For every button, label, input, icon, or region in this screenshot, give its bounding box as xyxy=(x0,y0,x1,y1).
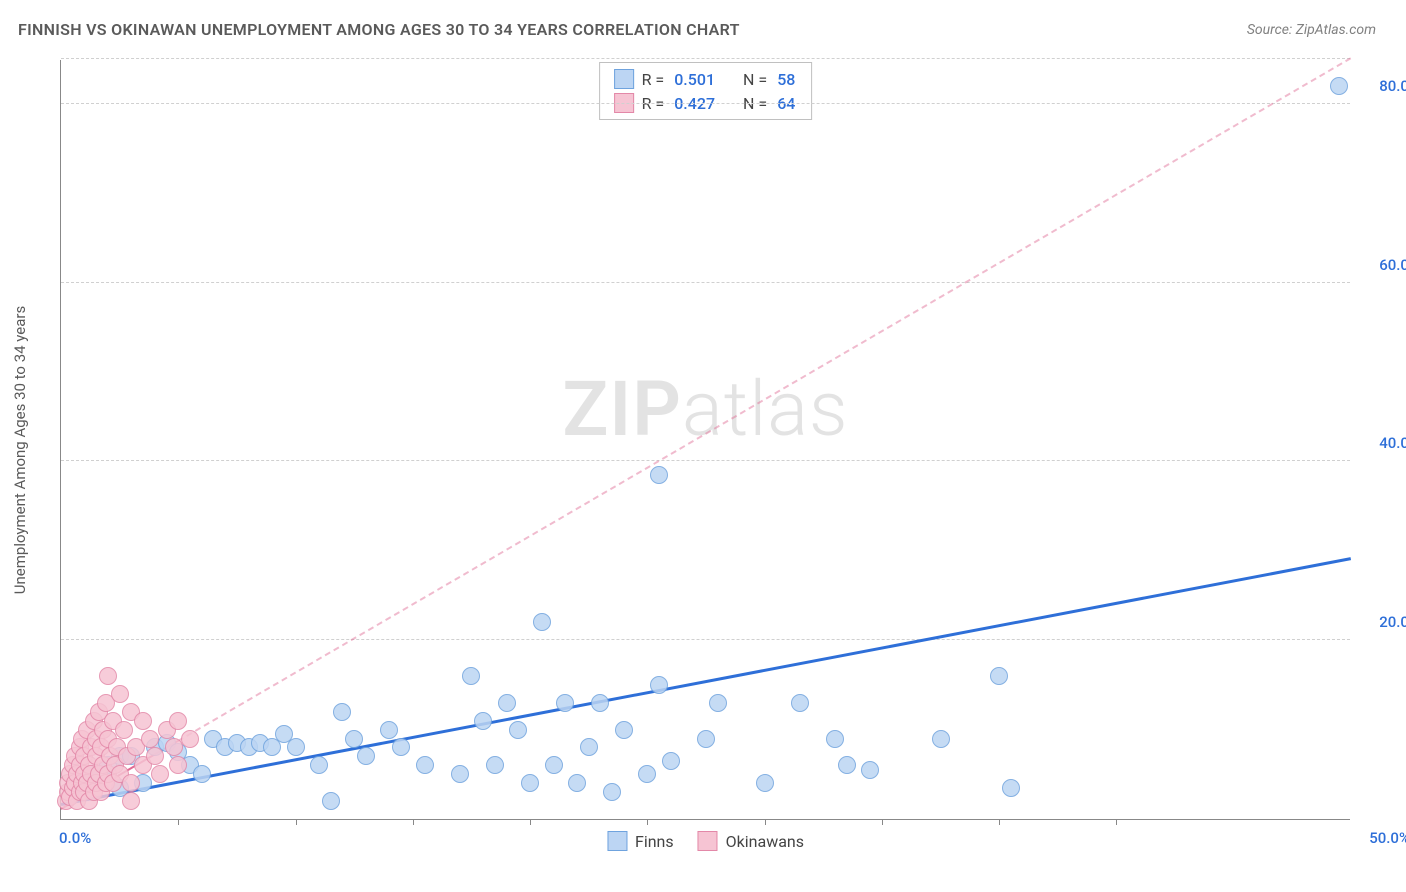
data-point-okinawans xyxy=(165,738,183,756)
data-point-finns xyxy=(1002,779,1020,797)
legend-series: Finns Okinawans xyxy=(607,831,804,851)
source-label: Source: ZipAtlas.com xyxy=(1247,22,1376,38)
data-point-finns xyxy=(521,774,539,792)
x-minor-tick xyxy=(413,819,414,825)
data-point-okinawans xyxy=(181,730,199,748)
data-point-finns xyxy=(486,756,504,774)
data-point-finns xyxy=(990,667,1008,685)
x-minor-tick xyxy=(178,819,179,825)
gridline-h xyxy=(61,460,1350,461)
data-point-okinawans xyxy=(151,765,169,783)
data-point-finns xyxy=(310,756,328,774)
data-point-finns xyxy=(756,774,774,792)
legend-n-value: 58 xyxy=(775,70,797,89)
data-point-finns xyxy=(345,730,363,748)
y-tick-label: 80.0% xyxy=(1360,77,1406,95)
data-point-finns xyxy=(650,676,668,694)
x-minor-tick xyxy=(1116,819,1117,825)
data-point-finns xyxy=(603,783,621,801)
data-point-okinawans xyxy=(122,774,140,792)
data-point-finns xyxy=(333,703,351,721)
legend-swatch xyxy=(698,831,718,851)
data-point-finns xyxy=(556,694,574,712)
watermark-bold: ZIP xyxy=(562,364,682,454)
data-point-okinawans xyxy=(122,792,140,810)
legend-series-item: Okinawans xyxy=(698,831,804,851)
data-point-finns xyxy=(509,721,527,739)
y-tick-label: 40.0% xyxy=(1360,434,1406,452)
x-minor-tick xyxy=(765,819,766,825)
data-point-finns xyxy=(591,694,609,712)
data-point-finns xyxy=(650,466,668,484)
legend-series-item: Finns xyxy=(607,831,674,851)
trend-line-finns xyxy=(61,557,1352,806)
data-point-finns xyxy=(568,774,586,792)
data-point-okinawans xyxy=(115,721,133,739)
data-point-finns xyxy=(932,730,950,748)
chart-area: Unemployment Among Ages 30 to 34 years Z… xyxy=(50,60,1360,840)
data-point-finns xyxy=(709,694,727,712)
data-point-finns xyxy=(580,738,598,756)
data-point-okinawans xyxy=(169,712,187,730)
data-point-finns xyxy=(462,667,480,685)
x-minor-tick xyxy=(296,819,297,825)
data-point-finns xyxy=(697,730,715,748)
data-point-finns xyxy=(498,694,516,712)
legend-correlation-row: R = 0.501 N = 58 xyxy=(614,67,798,91)
data-point-finns xyxy=(451,765,469,783)
y-tick-label: 20.0% xyxy=(1360,613,1406,631)
data-point-finns xyxy=(861,761,879,779)
data-point-finns xyxy=(416,756,434,774)
data-point-finns xyxy=(791,694,809,712)
data-point-finns xyxy=(322,792,340,810)
legend-swatch xyxy=(607,831,627,851)
data-point-finns xyxy=(615,721,633,739)
data-point-finns xyxy=(287,738,305,756)
data-point-finns xyxy=(533,613,551,631)
data-point-finns xyxy=(662,752,680,770)
legend-n-label: N = xyxy=(743,70,767,89)
chart-title: FINNISH VS OKINAWAN UNEMPLOYMENT AMONG A… xyxy=(18,20,740,39)
legend-series-label: Finns xyxy=(635,832,674,851)
x-tick-label: 50.0% xyxy=(1369,829,1406,847)
gridline-h xyxy=(61,639,1350,640)
data-point-okinawans xyxy=(111,685,129,703)
legend-swatch xyxy=(614,69,634,89)
data-point-finns xyxy=(638,765,656,783)
data-point-finns xyxy=(193,765,211,783)
data-point-finns xyxy=(357,747,375,765)
watermark: ZIPatlas xyxy=(562,364,848,454)
x-minor-tick xyxy=(882,819,883,825)
y-tick-label: 60.0% xyxy=(1360,256,1406,274)
data-point-okinawans xyxy=(99,667,117,685)
legend-r-value: 0.501 xyxy=(672,70,717,89)
data-point-finns xyxy=(545,756,563,774)
data-point-okinawans xyxy=(146,747,164,765)
data-point-finns xyxy=(826,730,844,748)
data-point-finns xyxy=(474,712,492,730)
legend-series-label: Okinawans xyxy=(726,832,804,851)
data-point-finns xyxy=(380,721,398,739)
gridline-h xyxy=(61,58,1350,59)
data-point-finns xyxy=(838,756,856,774)
data-point-finns xyxy=(392,738,410,756)
legend-correlation: R =0.501N =58R =0.427N =64 xyxy=(599,62,813,120)
gridline-h xyxy=(61,282,1350,283)
watermark-light: atlas xyxy=(682,364,849,454)
data-point-okinawans xyxy=(134,712,152,730)
legend-r-label: R = xyxy=(642,70,665,89)
scatter-plot: ZIPatlas R =0.501N =58R =0.427N =64 Finn… xyxy=(60,60,1350,820)
gridline-h xyxy=(61,103,1350,104)
x-minor-tick xyxy=(647,819,648,825)
x-tick-label: 0.0% xyxy=(59,829,91,847)
data-point-okinawans xyxy=(169,756,187,774)
x-minor-tick xyxy=(999,819,1000,825)
x-minor-tick xyxy=(530,819,531,825)
data-point-finns xyxy=(1330,77,1348,95)
y-axis-label: Unemployment Among Ages 30 to 34 years xyxy=(11,306,29,594)
data-point-okinawans xyxy=(141,730,159,748)
